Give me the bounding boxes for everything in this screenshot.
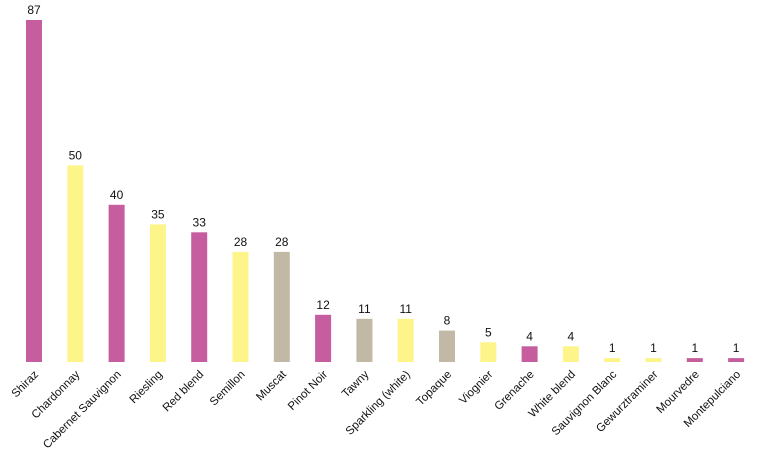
bar-1: [67, 165, 84, 362]
category-label-2: Cabernet Sauvignon: [41, 369, 124, 452]
bar-2: [108, 204, 125, 362]
value-label-7: 12: [316, 298, 330, 312]
category-label-0: Shiraz: [10, 368, 42, 400]
value-label-16: 1: [691, 341, 698, 355]
bar-0: [26, 20, 42, 362]
bar-4: [191, 232, 208, 362]
category-label-10: Topaque: [414, 369, 454, 409]
value-label-14: 1: [609, 341, 616, 355]
value-label-3: 35: [151, 207, 165, 221]
category-label-7: Pinot Noir: [286, 369, 330, 413]
category-label-3: Riesling: [128, 369, 165, 406]
bar-9: [397, 318, 414, 362]
category-label-11: Viognier: [457, 369, 495, 407]
bar-3: [149, 224, 166, 362]
bar-16: [686, 358, 703, 362]
value-label-6: 28: [275, 235, 289, 249]
bar-15: [645, 358, 662, 362]
value-label-10: 8: [444, 314, 451, 328]
value-label-12: 4: [526, 329, 533, 343]
category-label-8: Tawny: [340, 368, 372, 400]
bar-5: [232, 251, 249, 362]
value-label-9: 11: [399, 302, 412, 316]
value-label-17: 1: [733, 341, 740, 355]
category-label-6: Muscat: [254, 368, 289, 403]
value-label-8: 11: [358, 302, 371, 316]
value-label-5: 28: [234, 235, 248, 249]
value-label-13: 4: [568, 329, 575, 343]
bar-12: [521, 346, 538, 362]
category-label-4: Red blend: [161, 369, 207, 415]
bar-8: [356, 318, 373, 362]
bar-17: [728, 358, 745, 362]
bar-10: [439, 330, 455, 362]
bars-group: [26, 20, 745, 362]
category-label-12: Grenache: [493, 369, 537, 413]
bar-6: [273, 251, 290, 362]
bar-14: [604, 358, 621, 362]
value-label-11: 5: [485, 325, 492, 339]
value-label-1: 50: [69, 148, 83, 162]
value-label-2: 40: [110, 188, 124, 202]
category-label-5: Semillon: [208, 369, 248, 409]
bar-11: [480, 342, 497, 362]
bar-13: [562, 346, 579, 362]
value-label-4: 33: [193, 215, 207, 229]
value-label-0: 87: [27, 3, 41, 17]
bar-7: [315, 314, 332, 362]
value-label-15: 1: [650, 341, 657, 355]
